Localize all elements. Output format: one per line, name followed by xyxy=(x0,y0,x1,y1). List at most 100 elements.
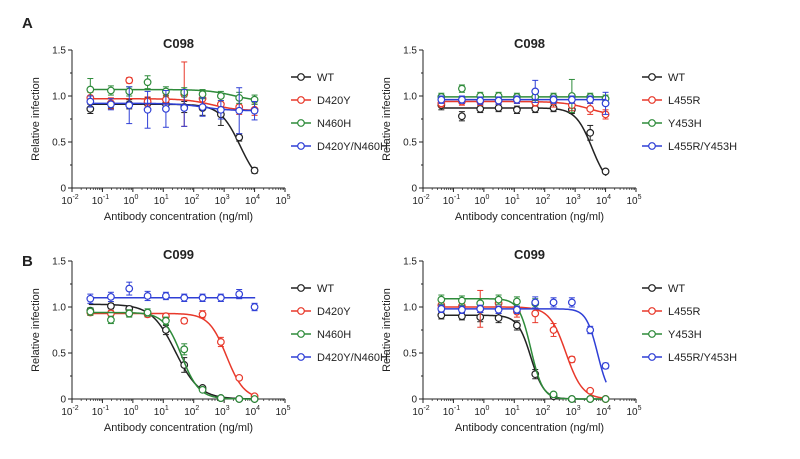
x-tick-label: 101 xyxy=(154,194,169,207)
x-tick-label: 104 xyxy=(245,405,260,418)
data-point xyxy=(125,309,134,318)
x-tick-label: 10-2 xyxy=(61,194,78,207)
series-wt xyxy=(437,100,610,177)
data-point xyxy=(107,292,115,301)
data-point xyxy=(250,106,259,115)
x-tick-label: 101 xyxy=(505,194,520,207)
data-point xyxy=(216,338,225,346)
legend-marker xyxy=(297,142,305,150)
data-point xyxy=(162,104,170,113)
fit-curve xyxy=(439,306,607,400)
y-tick-label: 0 xyxy=(411,184,417,195)
x-tick-label: 104 xyxy=(596,194,611,207)
data-point xyxy=(162,316,170,325)
legend-label: WT xyxy=(668,72,685,84)
legend-label: N460H xyxy=(317,329,351,341)
data-point xyxy=(235,290,244,299)
data-point xyxy=(86,307,95,316)
data-point xyxy=(235,106,244,115)
data-point xyxy=(586,395,595,403)
legend-marker xyxy=(648,119,656,127)
data-point xyxy=(216,293,225,302)
data-point xyxy=(143,78,152,87)
legend-label: Y453H xyxy=(668,329,702,341)
data-point xyxy=(143,292,152,300)
data-point xyxy=(567,95,576,104)
fit-curve xyxy=(88,102,256,112)
data-point xyxy=(567,298,576,307)
y-tick-label: 1.0 xyxy=(52,303,66,314)
data-point xyxy=(567,355,576,364)
y-tick-label: 1.5 xyxy=(403,46,417,57)
data-point xyxy=(437,304,446,313)
data-point xyxy=(143,308,152,317)
data-point xyxy=(198,293,207,302)
data-point xyxy=(86,97,95,106)
data-point xyxy=(198,90,207,99)
data-point xyxy=(107,86,115,95)
x-tick-label: 102 xyxy=(184,405,199,418)
data-point xyxy=(437,295,446,304)
data-point xyxy=(86,85,95,94)
data-point xyxy=(180,293,189,302)
y-axis-label: Relative infection xyxy=(381,77,393,161)
y-tick-label: 1.0 xyxy=(403,92,417,103)
data-point xyxy=(601,395,610,403)
series-l455r-y453h xyxy=(437,296,610,383)
x-tick-label: 102 xyxy=(535,194,550,207)
y-tick-label: 1.0 xyxy=(52,92,66,103)
fit-curve xyxy=(88,303,256,400)
data-point xyxy=(235,133,244,142)
data-point xyxy=(458,305,466,314)
panel-label-a: A xyxy=(22,15,33,32)
data-point xyxy=(586,326,595,334)
data-point xyxy=(586,95,595,104)
x-axis-label: Antibody concentration (ng/ml) xyxy=(455,422,604,434)
x-tick-label: 10-2 xyxy=(61,405,78,418)
data-point xyxy=(513,105,521,114)
legend-marker xyxy=(297,73,305,81)
data-point xyxy=(86,294,95,303)
legend-marker xyxy=(297,307,305,315)
data-point xyxy=(494,295,503,304)
legend-marker xyxy=(297,330,305,338)
x-tick-label: 10-2 xyxy=(412,194,429,207)
x-axis-label: Antibody concentration (ng/ml) xyxy=(104,211,253,223)
legend-marker xyxy=(297,96,305,104)
data-point xyxy=(513,297,521,306)
legend-label: L455R xyxy=(668,306,700,318)
x-axis-label: Antibody concentration (ng/ml) xyxy=(455,211,604,223)
legend: WT D420Y N460H D420Y/N460H xyxy=(291,72,388,153)
data-point xyxy=(180,345,189,354)
data-point xyxy=(476,104,485,113)
series-d420y-n460h xyxy=(86,281,259,312)
data-point xyxy=(586,128,595,137)
data-point xyxy=(513,321,521,330)
data-point xyxy=(494,314,503,322)
legend: WT L455R Y453H L455R/Y453H xyxy=(642,283,737,364)
data-point xyxy=(250,395,259,403)
data-point xyxy=(125,76,134,85)
x-tick-label: 103 xyxy=(566,405,581,418)
legend-label: D420Y/N460H xyxy=(317,141,388,153)
legend-marker xyxy=(648,353,656,361)
data-point xyxy=(549,390,558,399)
y-tick-label: 0.5 xyxy=(403,349,417,360)
legend-marker xyxy=(648,73,656,81)
fit-curve xyxy=(439,308,607,383)
fit-curve xyxy=(88,103,256,173)
fit-curve xyxy=(439,100,607,114)
x-tick-label: 101 xyxy=(154,405,169,418)
legend-label: D420Y/N460H xyxy=(317,352,388,364)
x-tick-label: 104 xyxy=(245,194,260,207)
data-point xyxy=(198,310,207,319)
data-point xyxy=(549,326,558,334)
x-tick-label: 103 xyxy=(215,194,230,207)
y-tick-label: 1.5 xyxy=(52,46,66,57)
y-axis-label: Relative infection xyxy=(30,288,42,372)
x-tick-label: 101 xyxy=(505,405,520,418)
charts-group: C098 0 0.5 1.0 1.5 10-2 10-1 100 101 102 103 104 105… xyxy=(30,36,737,434)
x-tick-label: 105 xyxy=(275,405,290,418)
x-tick-label: 105 xyxy=(626,194,641,207)
